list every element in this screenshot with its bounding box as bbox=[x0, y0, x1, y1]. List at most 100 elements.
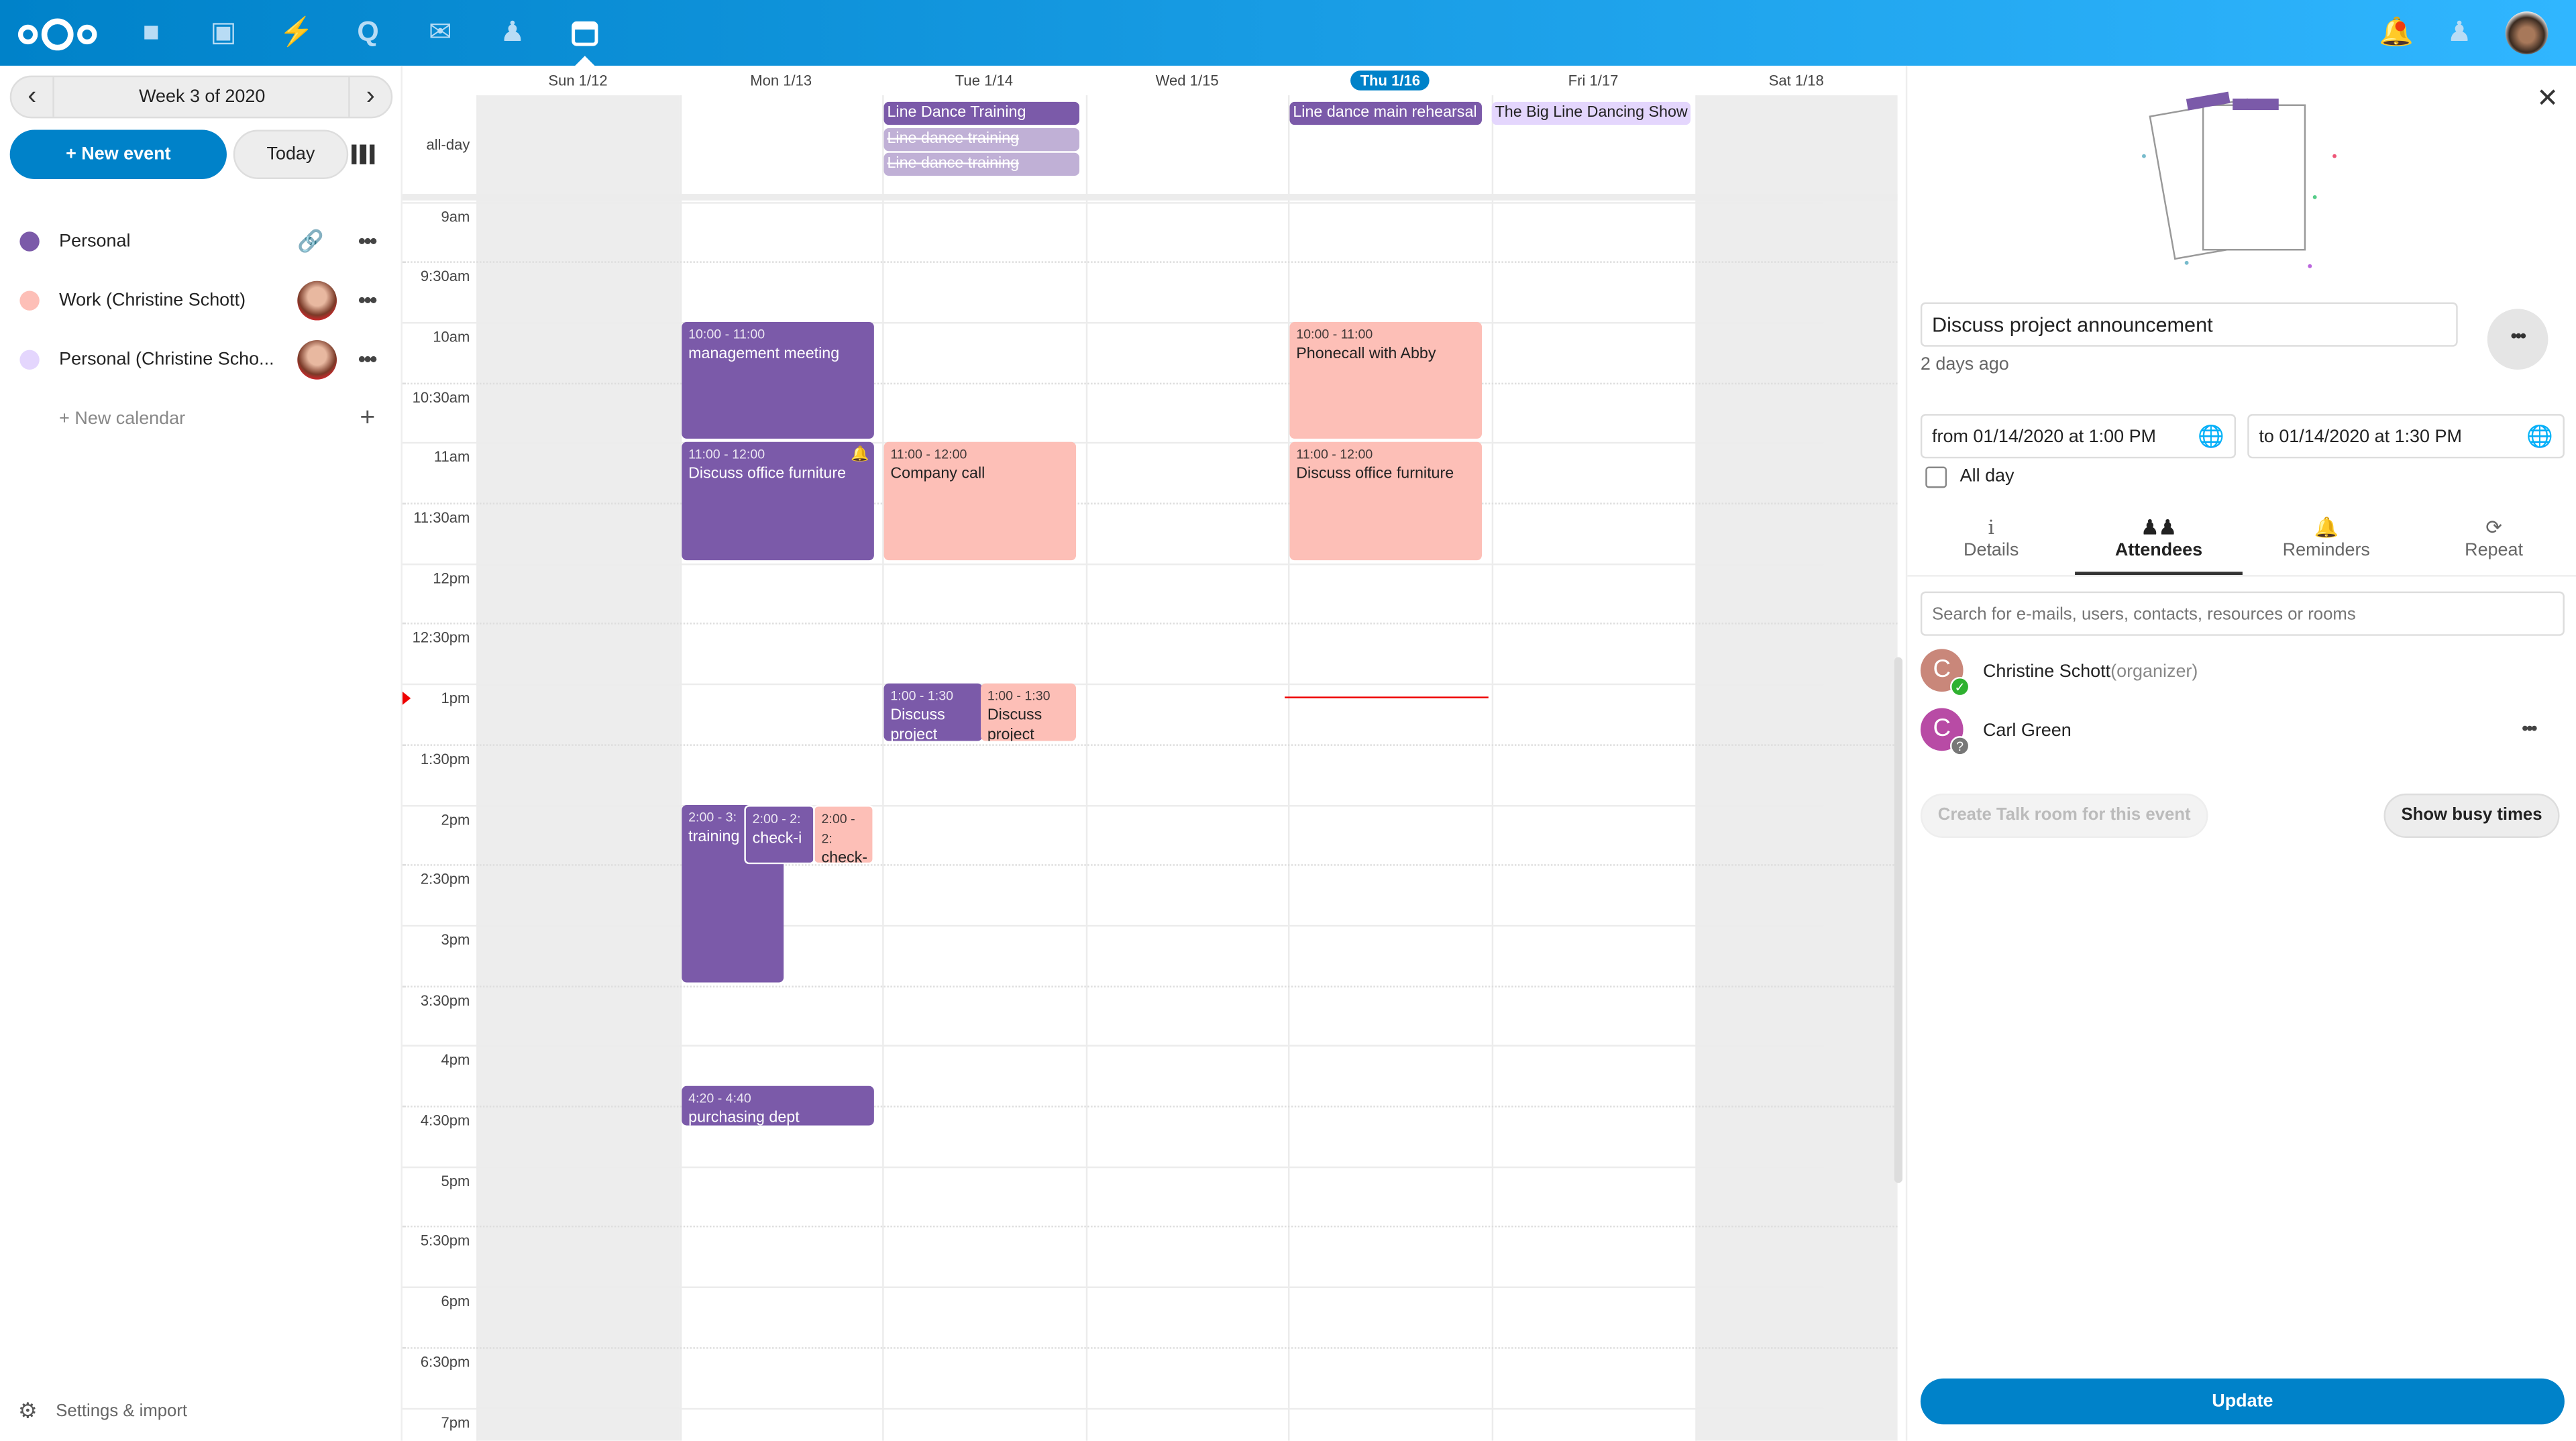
time-label: 9:30am bbox=[420, 268, 470, 285]
attendee-role: (organizer) bbox=[2110, 661, 2198, 682]
day-column[interactable] bbox=[1695, 95, 1898, 1441]
files-icon[interactable]: ■ bbox=[142, 16, 160, 48]
calendar-icon[interactable] bbox=[570, 18, 600, 48]
to-datetime-input[interactable]: to 01/14/2020 at 1:30 PM 🌐 bbox=[2247, 414, 2565, 459]
event[interactable]: 4:20 - 4:40 purchasing dept bbox=[682, 1085, 874, 1126]
calendar-color-dot[interactable] bbox=[19, 231, 40, 252]
plus-icon[interactable]: + bbox=[360, 404, 376, 433]
tab-attendees[interactable]: ♟♟ Attendees bbox=[2075, 515, 2243, 576]
event-sidebar: ✕ Discuss project announcement ••• 2 day… bbox=[1905, 65, 2576, 1441]
grid-line bbox=[402, 382, 1898, 384]
day-column[interactable] bbox=[1085, 95, 1289, 1441]
day-header-label: Wed 1/15 bbox=[1155, 72, 1219, 89]
time-label: 9am bbox=[441, 207, 470, 225]
allday-event-cancelled[interactable]: Line dance training bbox=[883, 152, 1079, 176]
talk-icon[interactable]: Q bbox=[357, 16, 379, 48]
event[interactable]: 1:00 - 1:30 Discuss project announcement bbox=[883, 683, 983, 741]
previous-week-button[interactable]: ‹ bbox=[11, 77, 54, 117]
day-header[interactable]: Sat 1/18 bbox=[1695, 66, 1898, 95]
show-busy-times-button[interactable]: Show busy times bbox=[2383, 793, 2560, 838]
day-column[interactable] bbox=[476, 95, 680, 1441]
today-button[interactable]: Today bbox=[233, 129, 349, 179]
calendar-color-dot[interactable] bbox=[19, 350, 40, 370]
current-time-line bbox=[1285, 696, 1489, 698]
new-event-button[interactable]: + New event bbox=[9, 129, 227, 179]
share-link-icon[interactable]: 🔗 bbox=[297, 228, 324, 254]
calendar-item-personal[interactable]: Personal 🔗 ••• bbox=[0, 217, 402, 266]
event-title: Discuss office furniture bbox=[1296, 465, 1454, 484]
allday-event[interactable]: The Big Line Dancing Show bbox=[1491, 101, 1691, 125]
to-value: to 01/14/2020 at 1:30 PM bbox=[2259, 427, 2462, 447]
attendee-name: Carl Green bbox=[1982, 721, 2072, 741]
event[interactable]: 11:00 - 12:00 Discuss office furniture bbox=[1289, 441, 1482, 561]
photos-icon[interactable]: ▣ bbox=[210, 16, 237, 48]
timezone-globe-icon[interactable]: 🌐 bbox=[2198, 423, 2224, 449]
event-time: 1:00 - 1:30 bbox=[987, 688, 1051, 704]
time-label: 4pm bbox=[441, 1052, 470, 1069]
allday-event[interactable]: Line Dance Training bbox=[883, 101, 1079, 125]
timezone-globe-icon[interactable]: 🌐 bbox=[2526, 423, 2553, 449]
attendee-search-input[interactable] bbox=[1920, 591, 2565, 636]
day-column[interactable] bbox=[882, 95, 1086, 1441]
event[interactable]: 10:00 - 11:00 Phonecall with Abby bbox=[1289, 322, 1482, 439]
from-datetime-input[interactable]: from 01/14/2020 at 1:00 PM 🌐 bbox=[1920, 414, 2237, 459]
event[interactable]: 11:00 - 12:00 Discuss office furniture 🔔 bbox=[682, 441, 874, 561]
update-button[interactable]: Update bbox=[1920, 1378, 2565, 1425]
event[interactable]: 1:00 - 1:30 Discuss project bbox=[981, 683, 1077, 741]
allday-event[interactable]: Line dance main rehearsal bbox=[1289, 101, 1482, 125]
active-app-indicator bbox=[575, 56, 595, 66]
tab-details[interactable]: i Details bbox=[1907, 515, 2075, 560]
from-value: from 01/14/2020 at 1:00 PM bbox=[1932, 427, 2157, 447]
time-label: 10am bbox=[433, 328, 470, 345]
week-label[interactable]: Week 3 of 2020 bbox=[139, 87, 266, 107]
day-header[interactable]: Tue 1/14 bbox=[883, 66, 1086, 95]
event[interactable]: 2:00 - 2: check-i bbox=[744, 805, 815, 865]
activity-icon[interactable]: ⚡ bbox=[279, 16, 315, 48]
scrollbar[interactable] bbox=[1894, 657, 1902, 1183]
day-header[interactable]: Sun 1/12 bbox=[476, 66, 680, 95]
mail-icon[interactable]: ✉ bbox=[428, 16, 452, 48]
new-calendar-button[interactable]: + New calendar + bbox=[0, 394, 402, 443]
more-actions-button[interactable]: ••• bbox=[2487, 309, 2548, 370]
tab-reminders[interactable]: 🔔 Reminders bbox=[2243, 515, 2410, 560]
day-header[interactable]: Fri 1/17 bbox=[1492, 66, 1695, 95]
event[interactable]: 11:00 - 12:00 Company call bbox=[883, 441, 1077, 561]
more-icon[interactable]: ••• bbox=[358, 287, 377, 313]
day-column[interactable] bbox=[679, 95, 883, 1441]
day-header[interactable]: Thu 1/16 bbox=[1289, 66, 1492, 95]
calendar-item-personal-shared[interactable]: Personal (Christine Scho... ••• bbox=[0, 335, 402, 384]
time-label: 3:30pm bbox=[420, 992, 470, 1008]
day-header[interactable]: Wed 1/15 bbox=[1085, 66, 1289, 95]
notifications-icon[interactable]: 🔔 bbox=[2379, 16, 2414, 48]
user-avatar[interactable] bbox=[2505, 11, 2548, 54]
event[interactable]: 2:00 - 2: check-in bbox=[813, 805, 874, 865]
attendee-row: Christine Schott(organizer) bbox=[1983, 662, 2198, 682]
more-icon[interactable]: ••• bbox=[358, 228, 377, 254]
accepted-check-icon: ✓ bbox=[1949, 676, 1970, 697]
create-talk-room-button[interactable]: Create Talk room for this event bbox=[1920, 793, 2208, 838]
nextcloud-logo[interactable] bbox=[16, 16, 98, 52]
more-icon[interactable]: ••• bbox=[358, 346, 377, 372]
all-day-checkbox[interactable] bbox=[1925, 466, 1947, 488]
event[interactable]: 10:00 - 11:00 management meeting bbox=[682, 322, 874, 439]
grid-line bbox=[402, 1226, 1898, 1228]
close-icon[interactable]: ✕ bbox=[2536, 85, 2559, 113]
day-header[interactable]: Mon 1/13 bbox=[680, 66, 883, 95]
day-column[interactable] bbox=[1491, 95, 1695, 1441]
tab-repeat[interactable]: ⟳ Repeat bbox=[2410, 515, 2576, 560]
view-switcher-icon[interactable] bbox=[352, 144, 375, 164]
week-grid: Sun 1/12 Mon 1/13 Tue 1/14 Wed 1/15 Thu 1/16… bbox=[402, 65, 1906, 1441]
event-title-input[interactable]: Discuss project announcement bbox=[1920, 302, 2458, 347]
grid-line bbox=[402, 442, 1824, 444]
attendee-more-icon[interactable]: ••• bbox=[2522, 719, 2537, 740]
settings-button[interactable]: ⚙ Settings & import bbox=[0, 1387, 402, 1436]
contacts-menu-icon[interactable]: ♟ bbox=[2447, 16, 2472, 48]
allday-event-cancelled[interactable]: Line dance training bbox=[883, 127, 1079, 151]
day-header-label: Mon 1/13 bbox=[750, 72, 812, 89]
next-week-button[interactable]: › bbox=[348, 77, 391, 117]
day-column[interactable] bbox=[1288, 95, 1492, 1441]
calendar-item-work[interactable]: Work (Christine Schott) ••• bbox=[0, 276, 402, 325]
calendar-color-dot[interactable] bbox=[19, 290, 40, 311]
attendees-icon: ♟♟ bbox=[2141, 515, 2177, 539]
contacts-icon[interactable]: ♟ bbox=[500, 16, 525, 48]
